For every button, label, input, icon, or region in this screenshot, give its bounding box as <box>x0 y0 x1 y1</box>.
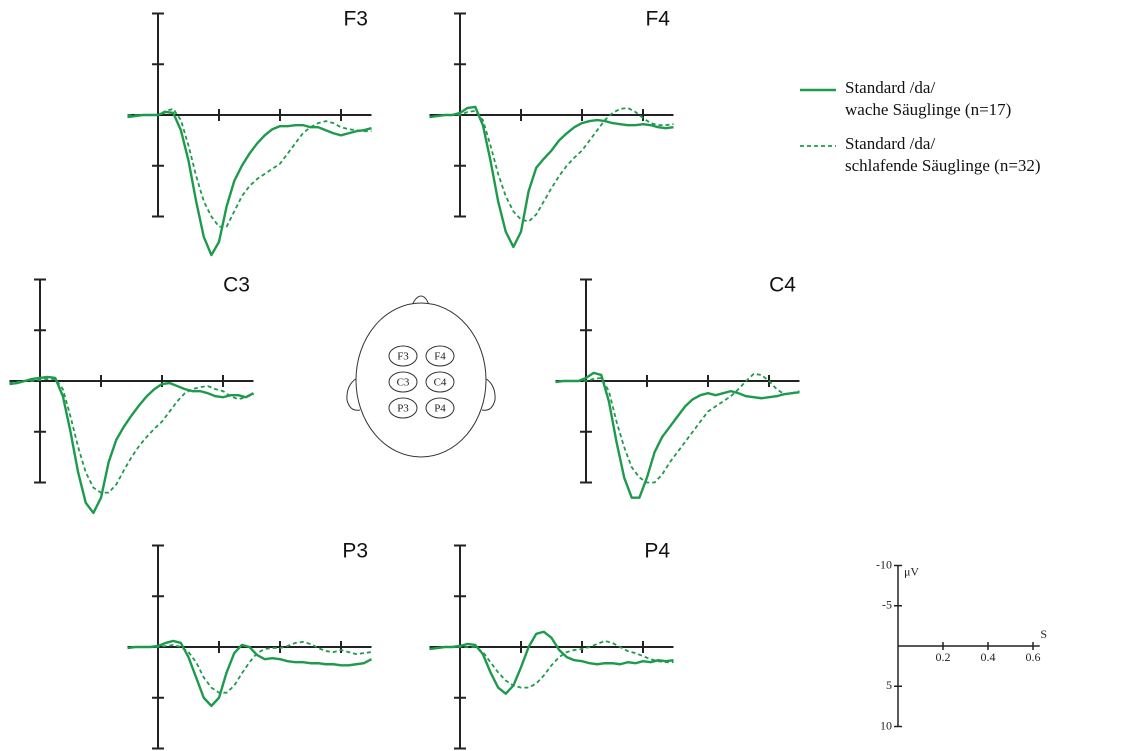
panel-title: P3 <box>342 540 368 563</box>
legend-label: Standard /da/ schlafende Säuglinge (n=32… <box>845 134 1041 175</box>
electrode <box>388 397 418 419</box>
electrode <box>425 345 455 367</box>
x-axis-label: S <box>1040 627 1047 641</box>
erp-line <box>429 630 674 695</box>
erp-line <box>9 375 255 515</box>
panel: F3 <box>127 8 372 257</box>
head-diagram <box>346 295 496 458</box>
electrode <box>388 345 418 367</box>
electrode <box>425 397 455 419</box>
y-tick-label: 5 <box>886 678 892 692</box>
ear <box>346 377 361 411</box>
x-tick-label: 0.6 <box>1026 650 1041 664</box>
erp-line <box>127 110 372 257</box>
panel: P4 <box>429 540 674 750</box>
y-axis-label: μV <box>904 564 919 578</box>
panel-title: F3 <box>343 8 368 31</box>
panel-title: F4 <box>645 8 670 31</box>
legend-label: Standard /da/ wache Säuglinge (n=17) <box>845 78 1012 119</box>
panel-title: P4 <box>644 540 670 563</box>
scale-bar: -10 -5 5 10 0.2 0.4 0.6 μV S <box>876 557 1047 732</box>
electrode-label: C3 <box>397 377 410 389</box>
x-tick-label: 0.4 <box>981 650 996 664</box>
panel: F4 <box>429 8 674 249</box>
erp-line <box>429 105 674 249</box>
erp-line <box>127 108 372 228</box>
electrode-label: F4 <box>434 351 446 363</box>
y-tick-label: 10 <box>880 718 892 732</box>
y-tick-label: -5 <box>882 598 892 612</box>
ear <box>481 377 496 411</box>
electrode <box>425 371 455 393</box>
erp-line <box>429 640 674 689</box>
panel-title: C3 <box>223 274 250 297</box>
electrode-label: P4 <box>434 403 446 415</box>
panel: C3 <box>9 274 255 515</box>
panel: P3 <box>127 540 373 750</box>
erp-line <box>127 641 372 694</box>
erp-line <box>127 639 373 708</box>
head-outline <box>355 302 487 458</box>
x-tick-label: 0.2 <box>936 650 951 664</box>
electrode-label: C4 <box>434 377 447 389</box>
electrode-label: P3 <box>397 403 409 415</box>
panel: C4 <box>555 274 800 499</box>
erp-line <box>555 372 800 484</box>
electrode-label: F3 <box>397 351 409 363</box>
erp-line <box>555 371 800 499</box>
panel-title: C4 <box>769 274 796 297</box>
electrode <box>388 371 418 393</box>
y-tick-label: -10 <box>876 557 892 571</box>
